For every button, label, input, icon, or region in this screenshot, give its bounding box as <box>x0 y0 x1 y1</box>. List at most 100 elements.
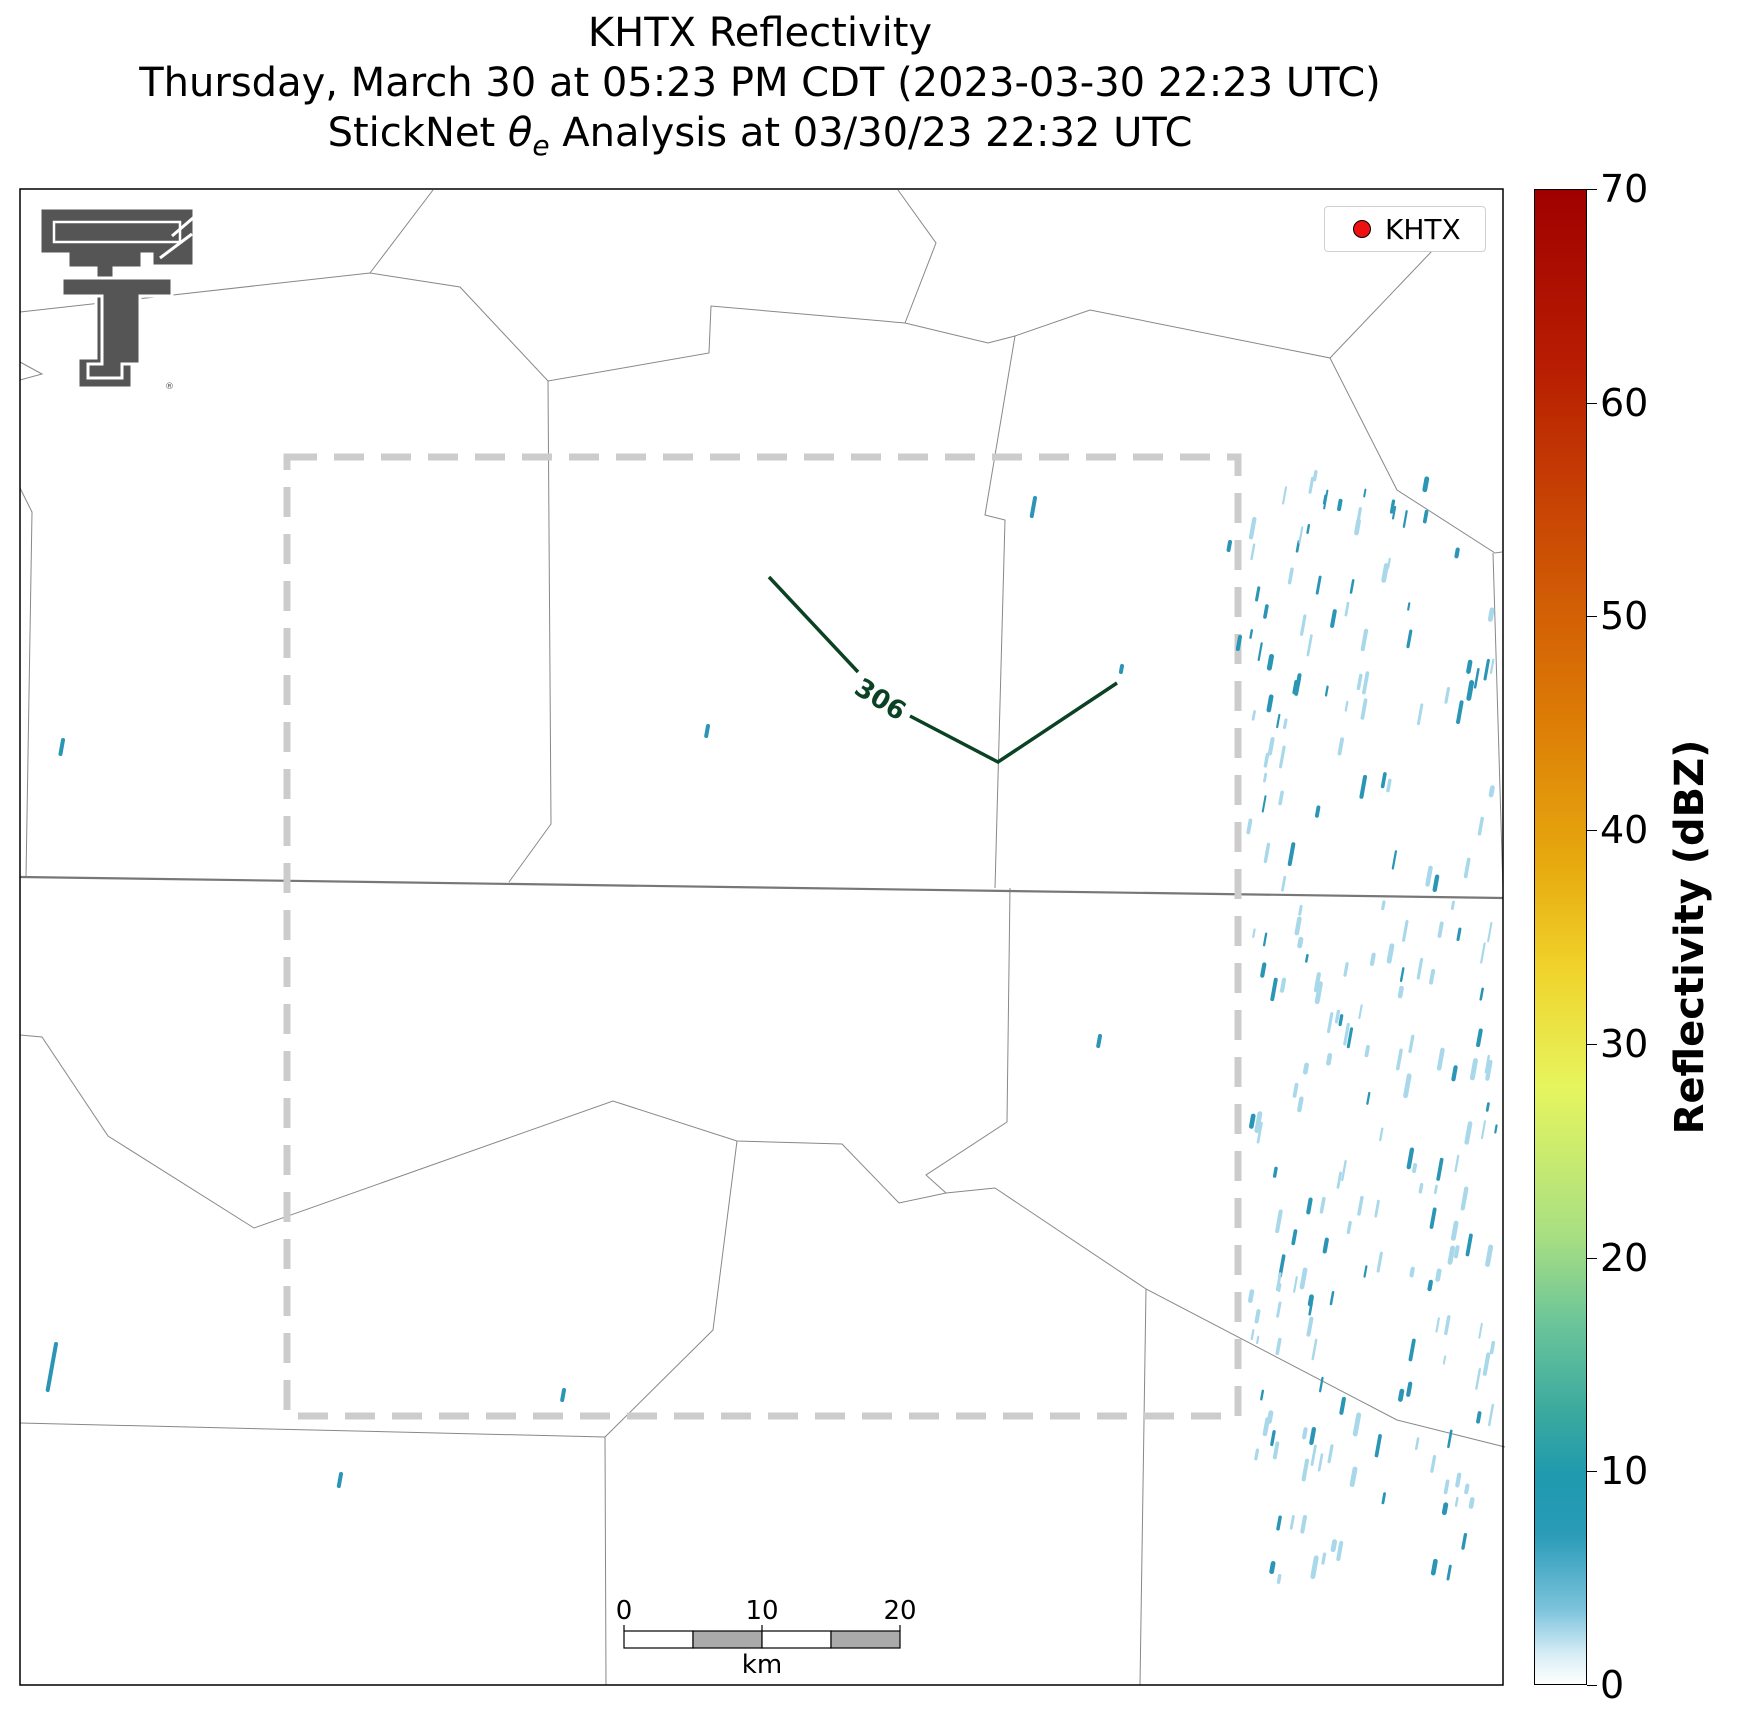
echo-streak <box>1349 579 1355 594</box>
echo-streak <box>1435 1317 1440 1333</box>
echo-streak <box>1364 1045 1370 1058</box>
echo-streak <box>1341 1160 1347 1182</box>
scale-bar <box>623 1625 901 1649</box>
echo-streak <box>1306 524 1311 534</box>
echo-streak <box>1344 700 1349 712</box>
echo-streak <box>1279 977 1287 993</box>
echo-streak <box>1374 1199 1380 1218</box>
echo-streak <box>1263 772 1268 783</box>
echo-streak <box>1399 967 1405 983</box>
echo-streak <box>1306 1197 1313 1215</box>
colorbar <box>1534 189 1587 1685</box>
echo-streak <box>1479 987 1484 1001</box>
echo-streak <box>1435 1268 1442 1282</box>
echo-streak <box>1455 1472 1462 1488</box>
echo-streak <box>1300 614 1307 636</box>
contour-line <box>767 575 860 674</box>
echo-streak <box>1277 1283 1282 1293</box>
echo-streak <box>1293 1276 1298 1293</box>
echo-streak <box>1422 476 1430 493</box>
title-suffix: Analysis at 03/30/23 22:32 UTC <box>549 110 1193 156</box>
echo-streak <box>1414 1437 1420 1450</box>
echo-streak <box>1381 563 1389 583</box>
echo-streak <box>1310 1555 1319 1580</box>
echo-streak <box>1344 601 1350 617</box>
echo-streak <box>1454 1496 1459 1507</box>
colorbar-tick-label: 70 <box>1600 167 1649 211</box>
echo-streak <box>1260 962 1267 978</box>
echo-streak <box>1468 1497 1475 1509</box>
echo-streak <box>1453 1245 1460 1259</box>
theta-symbol: θ <box>507 110 533 156</box>
echo-streak <box>1314 805 1321 818</box>
echo-streak <box>1429 969 1436 985</box>
echo-streak <box>336 1472 343 1488</box>
echo-streak <box>1263 752 1270 768</box>
echo-streak <box>1275 1272 1282 1292</box>
echo-streak <box>1441 1502 1449 1516</box>
colorbar-tick-label: 20 <box>1600 1235 1649 1280</box>
echo-streak <box>1318 1376 1324 1393</box>
echo-streak <box>1281 875 1287 892</box>
echo-streak <box>1309 1427 1317 1446</box>
echo-streak <box>1262 932 1268 947</box>
echo-streak <box>1444 687 1450 704</box>
echo-streak <box>1485 1059 1493 1081</box>
echo-streak <box>1299 1267 1308 1290</box>
reflectivity-echoes <box>45 470 1498 1584</box>
echo-streak <box>1313 972 1321 993</box>
colorbar-tick-label: 60 <box>1600 380 1649 425</box>
echo-streak <box>1443 1479 1450 1495</box>
echo-streak <box>1478 1322 1483 1339</box>
echo-streak <box>1226 540 1232 552</box>
radar-marker-icon <box>1353 220 1371 238</box>
echo-streak <box>1485 1102 1490 1112</box>
colorbar-tick-label: 10 <box>1600 1449 1649 1494</box>
echo-streak <box>1315 575 1322 595</box>
echo-streak <box>1397 1388 1405 1402</box>
echo-streak <box>1418 1183 1424 1194</box>
colorbar-tick-mark <box>1587 1471 1597 1473</box>
echo-streak <box>1306 1316 1314 1337</box>
echo-streak <box>1346 1027 1354 1049</box>
echo-streak <box>1374 1434 1382 1458</box>
echo-streak <box>1358 1004 1363 1020</box>
echo-streak <box>1363 1265 1368 1278</box>
echo-streak <box>1322 494 1328 505</box>
echo-streak <box>1324 685 1329 697</box>
echo-streak <box>1254 1111 1263 1134</box>
echo-streak <box>1488 1403 1495 1427</box>
echo-streak <box>1294 673 1302 696</box>
echo-streak <box>1263 842 1271 864</box>
echo-streak <box>1408 1338 1416 1362</box>
echo-streak <box>1430 1558 1438 1576</box>
echo-streak <box>1319 1196 1326 1214</box>
echo-streak <box>1408 1034 1415 1054</box>
echo-streak <box>1287 842 1296 867</box>
echo-streak <box>704 724 710 738</box>
scale-unit: km <box>741 1650 783 1680</box>
echo-streak <box>1359 775 1368 799</box>
echo-streak <box>1287 567 1294 585</box>
echo-streak <box>1454 1154 1460 1173</box>
echo-streak <box>1096 1034 1102 1048</box>
colorbar-tick-label: 30 <box>1600 1021 1649 1066</box>
echo-streak <box>1357 1195 1364 1216</box>
echo-streak <box>1379 1127 1384 1142</box>
scale-tick-20: 20 <box>883 1596 917 1626</box>
echo-streak <box>1432 874 1440 893</box>
echo-streak <box>1466 659 1473 674</box>
colorbar-tick-mark <box>1587 1257 1597 1259</box>
echo-streak <box>1334 1009 1341 1024</box>
echo-streak <box>1270 977 1278 1002</box>
echo-streak <box>1338 1014 1344 1027</box>
echo-streak <box>1447 1245 1456 1265</box>
echo-streak <box>1266 1410 1274 1424</box>
echo-streak <box>1300 1514 1307 1534</box>
echo-streak <box>1473 668 1480 689</box>
echo-streak <box>1352 1412 1362 1437</box>
echo-streak <box>1336 1171 1342 1189</box>
echo-streak <box>1447 1429 1453 1449</box>
echo-streak <box>1266 694 1274 713</box>
title-line-2: Thursday, March 30 at 05:23 PM CDT (2023… <box>139 60 1381 106</box>
